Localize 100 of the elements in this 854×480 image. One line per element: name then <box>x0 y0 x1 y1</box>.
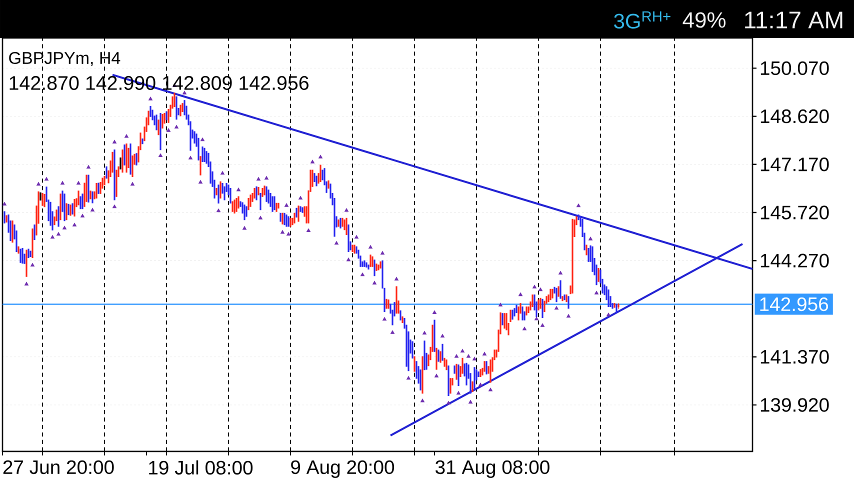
point <box>576 204 581 208</box>
x-tick-label: 27 Jun 20:00 <box>3 460 114 474</box>
candlestick <box>354 244 356 254</box>
point <box>220 171 225 175</box>
point <box>566 314 571 318</box>
candlestick <box>198 138 200 160</box>
candlestick <box>234 200 236 214</box>
candlestick <box>608 290 610 308</box>
text: 49% <box>682 12 726 28</box>
candlestick <box>64 194 66 222</box>
candlestick <box>376 264 378 271</box>
candlestick <box>556 288 558 302</box>
candlestick <box>412 341 414 358</box>
candlestick <box>540 298 542 309</box>
candlestick <box>300 206 302 212</box>
candlestick <box>232 201 234 212</box>
point <box>606 312 611 316</box>
point <box>532 284 537 288</box>
point <box>130 182 135 186</box>
candlestick <box>256 186 258 200</box>
candlestick <box>42 192 44 206</box>
candlestick <box>568 296 570 309</box>
candlestick <box>254 188 256 199</box>
point <box>86 165 91 169</box>
candlestick <box>280 212 282 222</box>
point <box>56 232 61 236</box>
candlestick <box>158 120 160 136</box>
point <box>148 96 153 100</box>
candlestick <box>402 316 404 323</box>
candlestick <box>176 96 178 120</box>
candlestick <box>32 228 34 258</box>
candlestick <box>28 248 30 258</box>
candlestick <box>236 198 238 212</box>
candlestick <box>34 224 36 240</box>
candlestick <box>264 186 266 196</box>
point <box>472 356 477 360</box>
candlestick <box>364 260 366 267</box>
candlestick <box>200 156 202 176</box>
candlestick <box>72 203 74 214</box>
candlestick <box>370 254 372 267</box>
candlestick <box>92 191 94 204</box>
point <box>166 128 171 132</box>
candlestick <box>474 367 476 390</box>
point <box>72 222 77 226</box>
point <box>284 203 289 207</box>
candlestick <box>194 131 196 144</box>
point <box>258 216 263 220</box>
candlestick <box>348 224 350 252</box>
candlestick <box>174 92 176 107</box>
point <box>198 180 203 184</box>
candlestick <box>284 212 286 226</box>
point <box>236 188 241 192</box>
candlestick <box>512 310 514 320</box>
candlestick <box>538 299 540 310</box>
candlestick <box>380 261 382 269</box>
candlestick <box>272 196 274 212</box>
candlestick <box>40 192 42 201</box>
point <box>534 316 539 320</box>
point <box>440 334 445 338</box>
text: 3G$^{RH+}$ <box>614 11 670 29</box>
point <box>80 214 85 218</box>
point <box>394 276 399 280</box>
point <box>344 208 349 212</box>
point <box>518 292 523 296</box>
candlestick <box>516 304 518 314</box>
candlestick <box>328 180 330 189</box>
candlestick <box>122 150 124 173</box>
candlestick <box>388 299 390 309</box>
candlestick <box>400 310 402 320</box>
point <box>382 317 387 321</box>
candlestick <box>550 288 552 300</box>
candlestick <box>90 190 92 200</box>
point <box>454 354 459 358</box>
candlestick <box>126 144 128 173</box>
candlestick <box>466 362 468 386</box>
point <box>538 288 543 292</box>
candlestick <box>316 176 318 186</box>
point <box>420 398 425 402</box>
point <box>558 270 563 275</box>
point <box>554 306 559 310</box>
candlestick <box>82 194 84 210</box>
candlestick <box>454 366 456 374</box>
candlestick <box>142 138 144 144</box>
point <box>242 226 247 230</box>
point <box>44 177 49 181</box>
point <box>174 124 179 129</box>
candlestick <box>342 218 344 227</box>
candlestick <box>70 204 72 216</box>
candlestick <box>566 294 568 302</box>
point <box>360 272 365 276</box>
candlestick <box>260 192 262 210</box>
point <box>112 140 117 144</box>
point <box>368 245 373 249</box>
point <box>256 177 261 181</box>
candlestick <box>30 250 32 257</box>
candlestick <box>56 210 58 222</box>
point <box>158 154 163 158</box>
candlestick <box>278 202 280 209</box>
candlestick <box>124 144 126 166</box>
candlestick <box>504 313 506 329</box>
